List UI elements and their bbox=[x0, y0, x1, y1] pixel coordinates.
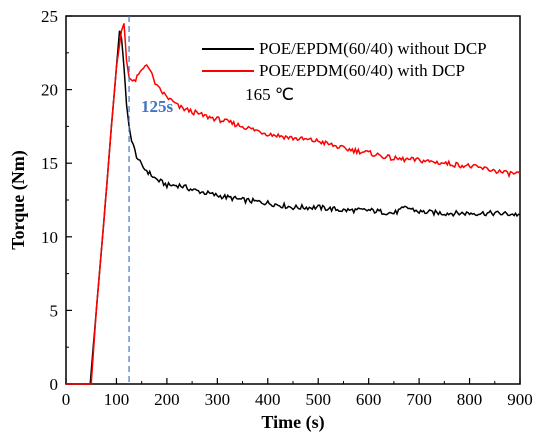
y-tick-label: 25 bbox=[41, 7, 58, 26]
axis-ticks: 0 100 200 300 400 500 600 700 800 900 0 5 10 15 20 25 bbox=[41, 7, 533, 409]
y-tick-label: 5 bbox=[50, 301, 59, 320]
x-tick-label: 900 bbox=[507, 390, 533, 409]
x-tick-label: 600 bbox=[356, 390, 382, 409]
legend-entry: POE/EPDM(60/40) with DCP bbox=[259, 61, 465, 80]
legend: POE/EPDM(60/40) without DCP POE/EPDM(60/4… bbox=[202, 39, 487, 80]
y-axis-label: Torque (Nm) bbox=[8, 150, 29, 250]
x-tick-label: 300 bbox=[205, 390, 231, 409]
x-tick-label: 500 bbox=[305, 390, 331, 409]
x-tick-label: 800 bbox=[457, 390, 483, 409]
x-tick-label: 700 bbox=[406, 390, 432, 409]
series-layer bbox=[66, 23, 521, 385]
temperature-annotation: 165 ℃ bbox=[245, 85, 294, 104]
x-tick-label: 400 bbox=[255, 390, 281, 409]
reference-line-layer: 125s bbox=[128, 16, 174, 384]
reference-line-label: 125s bbox=[141, 97, 174, 116]
series-line-1 bbox=[66, 30, 521, 385]
x-tick-label: 200 bbox=[154, 390, 180, 409]
y-tick-label: 0 bbox=[50, 375, 59, 394]
legend-entry: POE/EPDM(60/40) without DCP bbox=[259, 39, 487, 58]
y-tick-label: 10 bbox=[41, 228, 58, 247]
x-tick-label: 0 bbox=[62, 390, 71, 409]
y-tick-label: 20 bbox=[41, 81, 58, 100]
y-tick-label: 15 bbox=[41, 154, 58, 173]
annotations: 165 ℃ bbox=[245, 85, 294, 104]
x-tick-label: 100 bbox=[104, 390, 130, 409]
x-axis-label: Time (s) bbox=[261, 412, 324, 433]
series-line-2 bbox=[66, 23, 521, 385]
